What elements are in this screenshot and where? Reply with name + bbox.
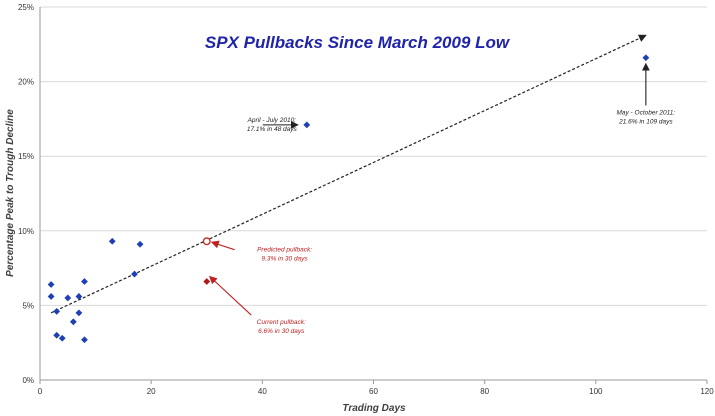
data-point xyxy=(81,336,88,344)
data-points xyxy=(47,54,650,344)
x-tick-label: 120 xyxy=(700,387,714,396)
annotation-predicted-pullback: Predicted pullback: 9.3% in 30 days xyxy=(257,247,312,263)
predicted-pullback-point xyxy=(202,237,211,246)
data-point xyxy=(64,294,72,302)
y-tick-label: 5% xyxy=(22,301,34,310)
annotation-april-july-2010: April - July 2010: 17.1% in 48 days xyxy=(247,117,298,133)
data-point xyxy=(303,121,311,129)
y-tick-label: 15% xyxy=(18,152,34,161)
data-point xyxy=(53,331,61,339)
x-tick-label: 80 xyxy=(480,387,489,396)
annotation-arrow xyxy=(209,275,252,316)
trendline xyxy=(50,34,647,314)
annotation-arrow xyxy=(210,240,235,251)
tick-labels: 0% 5% 10% 15% 20% 25% 0 20 40 60 80 100 120 xyxy=(18,3,714,396)
axes xyxy=(39,7,708,384)
chart-title: SPX Pullbacks Since March 2009 Low xyxy=(205,33,511,52)
y-tick-label: 20% xyxy=(18,78,34,87)
data-point xyxy=(136,240,144,248)
x-tick-label: 20 xyxy=(147,387,156,396)
data-point xyxy=(642,54,650,62)
y-tick-label: 10% xyxy=(18,227,34,236)
x-tick-label: 100 xyxy=(589,387,603,396)
x-axis-title: Trading Days xyxy=(342,403,406,414)
x-tick-label: 0 xyxy=(38,387,43,396)
annotations: April - July 2010: 17.1% in 48 days May - … xyxy=(209,62,675,335)
data-point xyxy=(47,293,55,300)
x-tick-label: 60 xyxy=(369,387,378,396)
data-point xyxy=(47,281,55,288)
data-point xyxy=(131,270,138,278)
y-tick-label: 0% xyxy=(22,376,34,385)
data-point xyxy=(81,278,88,285)
annotation-current-pullback: Current pullback: 6.6% in 30 days xyxy=(257,319,306,335)
data-point xyxy=(58,334,66,342)
data-point xyxy=(75,309,83,317)
x-tick-label: 40 xyxy=(258,387,267,396)
data-point xyxy=(108,237,116,245)
current-pullback-point xyxy=(203,278,211,285)
data-point xyxy=(69,318,77,326)
y-tick-label: 25% xyxy=(18,3,34,12)
annotation-may-october-2011: May - October 2011: 21.6% in 109 days xyxy=(616,109,675,125)
data-point xyxy=(53,307,61,315)
gridlines xyxy=(40,6,707,306)
data-point xyxy=(75,293,83,300)
trendline-layer xyxy=(50,34,647,314)
y-axis-title: Percentage Peak to Trough Decline xyxy=(5,109,16,277)
